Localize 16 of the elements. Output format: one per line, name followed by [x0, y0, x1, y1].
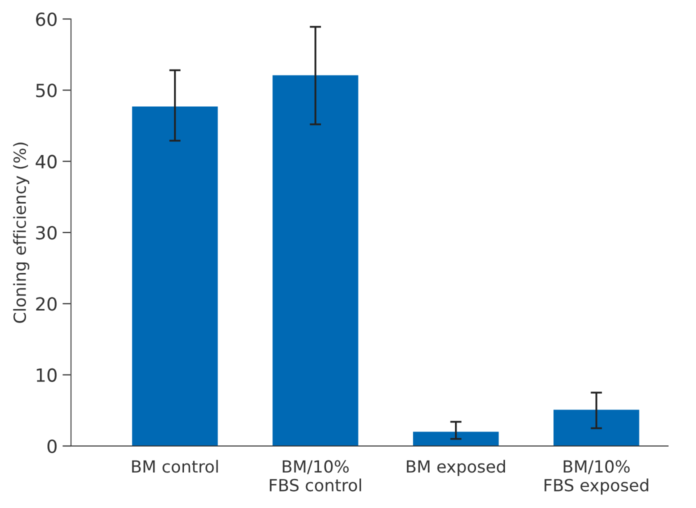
y-axis-title: Cloning efficiency (%)	[13, 142, 30, 323]
bar	[132, 106, 218, 446]
bar	[413, 432, 499, 446]
bar	[554, 410, 640, 446]
y-tick-label: 20	[36, 297, 57, 311]
x-tick-label: BM exposed	[406, 460, 505, 476]
bar	[272, 75, 358, 446]
y-tick-label: 50	[36, 84, 57, 98]
x-tick-label: BM/10% FBS control	[270, 460, 362, 492]
y-tick-label: 10	[36, 368, 57, 382]
y-tick-label: 60	[36, 12, 57, 26]
x-tick-label: BM/10% FBS exposed	[544, 460, 648, 495]
y-tick-label: 40	[36, 154, 57, 168]
x-tick-label: BM control	[132, 460, 218, 473]
y-tick-label: 0	[48, 439, 57, 454]
y-tick-label: 30	[36, 226, 57, 240]
